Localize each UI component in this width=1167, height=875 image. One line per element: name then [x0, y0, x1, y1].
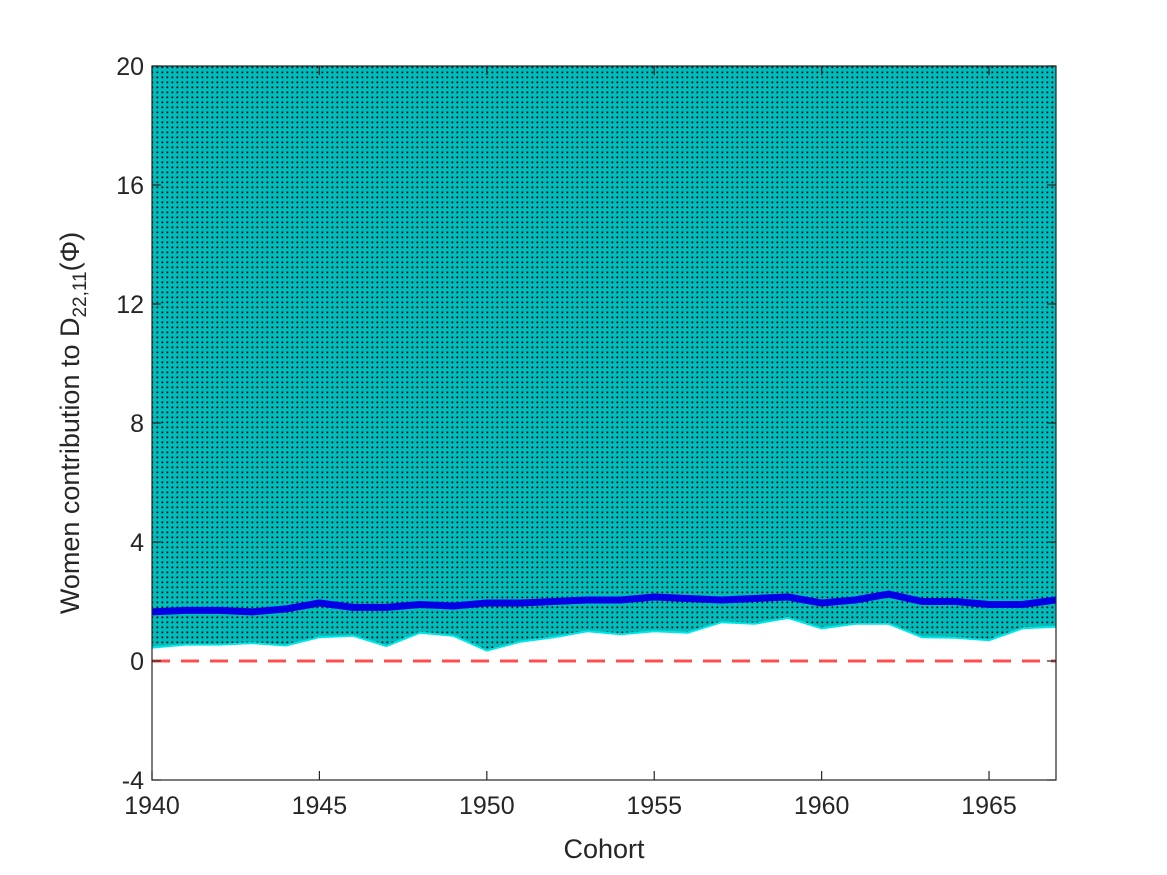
y-axis-label-main: Women contribution to D	[55, 318, 85, 615]
x-tick-label: 1950	[459, 792, 515, 820]
x-tick-label: 1955	[626, 792, 682, 820]
y-axis-ticks: -4 0 4 8 12 16 20	[116, 53, 1056, 795]
y-tick-label: -4	[122, 767, 144, 795]
y-tick-label: 20	[116, 53, 144, 81]
confidence-band	[152, 66, 1056, 651]
x-axis-label: Cohort	[563, 834, 645, 864]
band-lower-edge	[152, 616, 1056, 652]
x-tick-label: 1960	[794, 792, 850, 820]
y-tick-label: 8	[130, 410, 144, 438]
x-tick-label: 1940	[124, 792, 180, 820]
x-axis-ticks: 1940 1945 1950 1955 1960 1965	[124, 66, 1017, 820]
x-tick-label: 1965	[961, 792, 1017, 820]
point-estimate-line	[152, 590, 1056, 616]
y-tick-label: 0	[130, 648, 144, 676]
y-tick-label: 4	[130, 529, 144, 557]
y-tick-label: 12	[116, 291, 144, 319]
y-axis-label-subscript: 22,11	[70, 271, 91, 317]
x-tick-label: 1945	[292, 792, 348, 820]
y-axis-label: Women contribution to D22,11(Φ)	[55, 232, 91, 614]
y-tick-label: 16	[116, 172, 144, 200]
plot-area	[152, 66, 1056, 663]
y-axis-label-suffix: (Φ)	[55, 232, 85, 272]
